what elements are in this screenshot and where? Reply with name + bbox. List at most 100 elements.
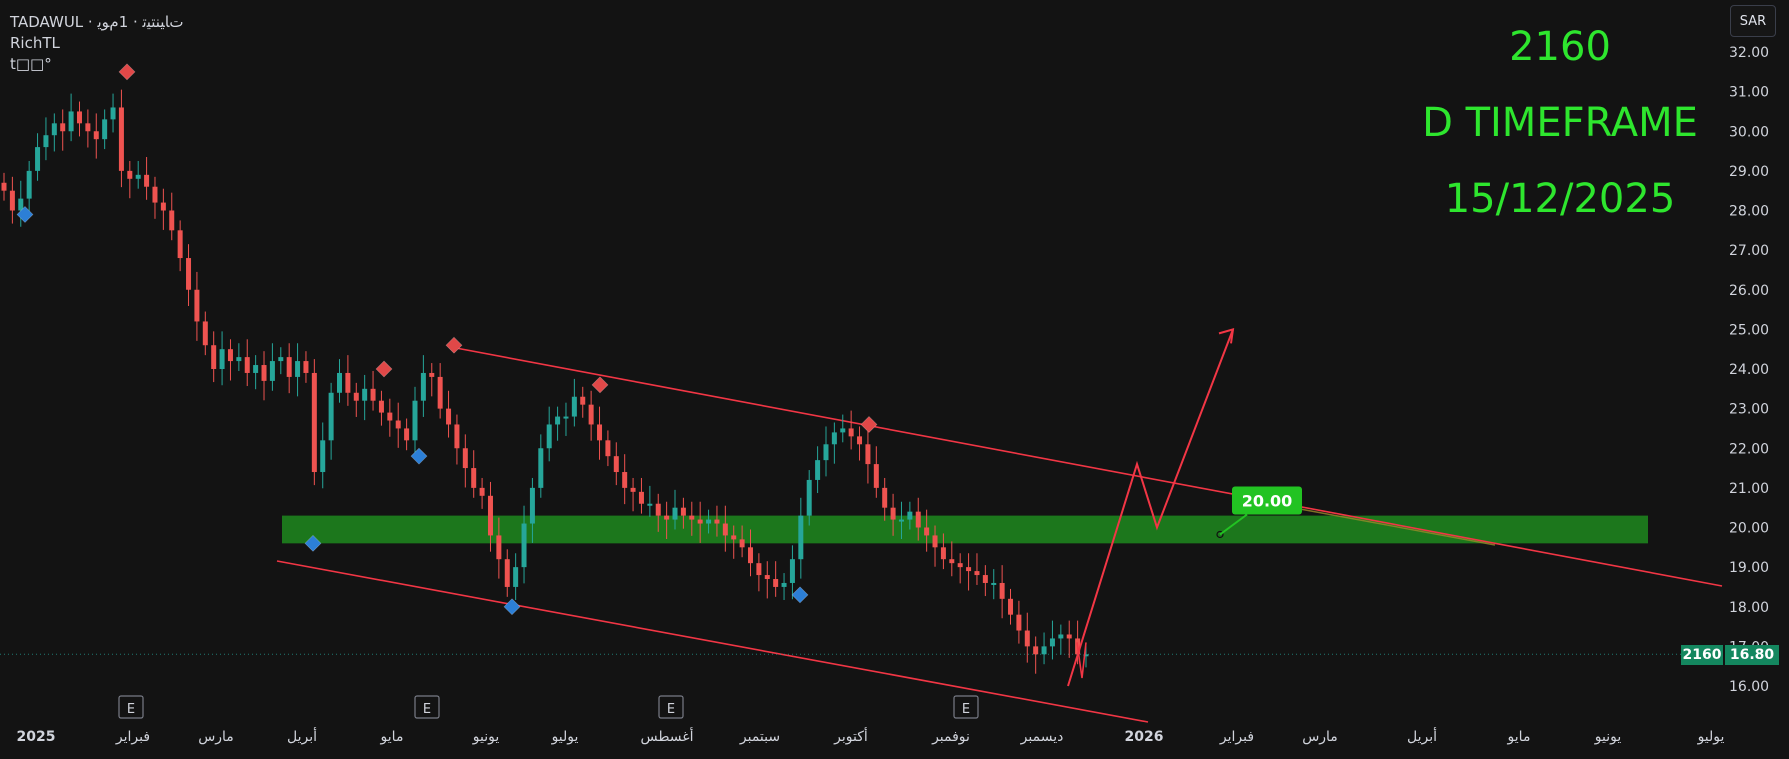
candle[interactable]: [739, 539, 745, 548]
candle[interactable]: [622, 472, 628, 488]
candle[interactable]: [538, 448, 544, 488]
candle[interactable]: [815, 460, 821, 480]
pivot-high-marker[interactable]: [375, 360, 393, 378]
candle[interactable]: [974, 571, 980, 576]
earnings-marker[interactable]: [414, 695, 440, 719]
candle[interactable]: [940, 547, 946, 560]
candle[interactable]: [924, 527, 930, 536]
candle[interactable]: [496, 535, 502, 560]
candle[interactable]: [789, 559, 795, 583]
pivot-high-marker[interactable]: [860, 416, 878, 433]
candle[interactable]: [269, 361, 275, 381]
candle[interactable]: [672, 507, 678, 520]
candle[interactable]: [160, 202, 166, 211]
candle[interactable]: [1083, 654, 1089, 657]
candle[interactable]: [26, 170, 32, 199]
candle[interactable]: [982, 575, 988, 583]
target-label-box[interactable]: [1232, 486, 1302, 515]
candle[interactable]: [1016, 614, 1022, 631]
pivot-high-marker[interactable]: [445, 336, 463, 354]
candle[interactable]: [1008, 598, 1014, 615]
candle[interactable]: [1, 182, 7, 191]
candle[interactable]: [991, 582, 997, 585]
candle[interactable]: [110, 107, 116, 120]
pivot-high-marker[interactable]: [118, 63, 136, 81]
candle[interactable]: [404, 428, 410, 441]
candle[interactable]: [630, 487, 636, 492]
candle[interactable]: [563, 416, 569, 419]
candle[interactable]: [957, 563, 963, 568]
candle[interactable]: [328, 392, 334, 441]
candle[interactable]: [857, 436, 863, 445]
candle[interactable]: [521, 523, 527, 568]
candle[interactable]: [118, 107, 124, 171]
candle[interactable]: [186, 258, 192, 290]
candle[interactable]: [68, 111, 74, 132]
candle[interactable]: [613, 456, 619, 473]
candle[interactable]: [102, 119, 108, 140]
candle[interactable]: [546, 424, 552, 449]
candle[interactable]: [932, 535, 938, 548]
candle[interactable]: [311, 372, 317, 473]
candle[interactable]: [395, 420, 401, 429]
candle[interactable]: [647, 503, 653, 506]
candle[interactable]: [471, 468, 477, 488]
candle[interactable]: [454, 424, 460, 449]
candle[interactable]: [882, 487, 888, 508]
candle[interactable]: [362, 388, 368, 401]
channel-lower-line[interactable]: [276, 560, 1149, 723]
candle[interactable]: [370, 388, 376, 401]
pivot-low-marker[interactable]: [791, 586, 809, 604]
candle[interactable]: [949, 559, 955, 564]
candle[interactable]: [85, 123, 91, 132]
candle[interactable]: [504, 559, 510, 587]
candle[interactable]: [840, 428, 846, 433]
candle[interactable]: [144, 174, 150, 187]
projection-path[interactable]: [1067, 329, 1234, 687]
pivot-low-marker[interactable]: [410, 447, 428, 465]
candle[interactable]: [848, 428, 854, 437]
candle[interactable]: [722, 523, 728, 536]
candle[interactable]: [873, 464, 879, 488]
pivot-high-marker[interactable]: [591, 376, 609, 394]
candle[interactable]: [890, 507, 896, 520]
candle[interactable]: [177, 230, 183, 259]
candle[interactable]: [487, 495, 493, 536]
candle[interactable]: [638, 491, 644, 504]
candle[interactable]: [244, 357, 250, 373]
candle[interactable]: [1058, 634, 1064, 639]
candle[interactable]: [320, 440, 326, 473]
candle[interactable]: [43, 135, 49, 148]
candle[interactable]: [35, 147, 41, 171]
candle[interactable]: [655, 503, 661, 516]
candle[interactable]: [127, 170, 133, 179]
candle[interactable]: [60, 123, 66, 132]
candle[interactable]: [571, 396, 577, 417]
candle[interactable]: [580, 396, 586, 405]
candle[interactable]: [697, 519, 703, 524]
candle[interactable]: [462, 448, 468, 469]
earnings-marker[interactable]: [658, 695, 684, 719]
candle[interactable]: [169, 210, 175, 231]
candle[interactable]: [689, 515, 695, 520]
candle[interactable]: [1049, 638, 1055, 647]
candle[interactable]: [479, 487, 485, 496]
pivot-low-marker[interactable]: [16, 206, 34, 223]
candle[interactable]: [764, 575, 770, 580]
candle[interactable]: [915, 511, 921, 528]
candle[interactable]: [261, 365, 267, 381]
candle[interactable]: [202, 321, 208, 346]
candle[interactable]: [437, 376, 443, 409]
candle[interactable]: [353, 392, 359, 401]
candle[interactable]: [135, 174, 141, 179]
candle[interactable]: [781, 582, 787, 587]
candle[interactable]: [51, 123, 57, 136]
candle[interactable]: [18, 198, 24, 211]
candle[interactable]: [756, 563, 762, 576]
candle[interactable]: [907, 511, 913, 520]
candle[interactable]: [588, 404, 594, 425]
candle[interactable]: [664, 515, 670, 520]
pivot-low-marker[interactable]: [304, 534, 322, 552]
candle[interactable]: [429, 372, 435, 377]
candle[interactable]: [93, 131, 99, 140]
